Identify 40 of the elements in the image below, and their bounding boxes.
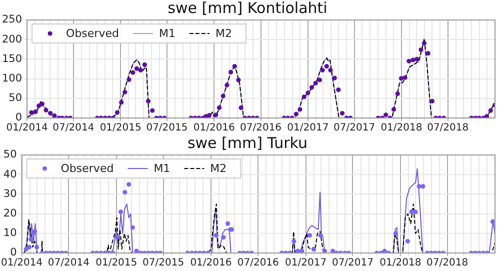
x-tick-label: 07/2016 <box>240 122 282 134</box>
x-tick-label: 01/2018 <box>380 258 422 269</box>
y-tick-label: 100 <box>2 72 22 85</box>
x-tick-label: 07/2017 <box>334 122 376 134</box>
chart-title: swe [mm] Kontiolahti <box>168 0 328 17</box>
x-tick-label: 07/2014 <box>52 122 94 134</box>
y-tick-label: 50 <box>8 92 22 104</box>
x-tick-label: 01/2015 <box>96 258 138 269</box>
x-tick-label: 01/2015 <box>100 122 142 134</box>
legend-label: Observed <box>60 162 114 175</box>
y-tick-label: 0 <box>10 246 17 259</box>
y-tick-label: 10 <box>3 227 17 240</box>
y-tick-label: 250 <box>2 14 22 26</box>
legend-label: M2 <box>215 26 232 40</box>
legend-label: Observed <box>66 26 119 40</box>
y-tick-label: 150 <box>2 52 22 65</box>
y-tick-label: 0 <box>15 112 22 124</box>
x-tick-label: 07/2014 <box>48 258 90 269</box>
x-tick-label: 01/2016 <box>193 122 235 134</box>
y-tick-label: 20 <box>3 208 17 220</box>
x-tick-label: 01/2017 <box>287 122 329 134</box>
y-tick-label: 50 <box>3 148 17 161</box>
chart-title: swe [mm] Turku <box>187 134 308 152</box>
legend-label: M1 <box>158 26 176 40</box>
x-tick-label: 01/2016 <box>190 258 232 269</box>
x-tick-label: 07/2018 <box>427 122 469 134</box>
x-tick-label: 07/2015 <box>146 122 188 134</box>
x-tick-label: 07/2016 <box>237 258 279 269</box>
x-tick-label: 07/2018 <box>426 258 468 269</box>
legend-label: M2 <box>210 162 227 175</box>
y-tick-label: 200 <box>2 33 22 46</box>
x-tick-label: 01/2014 <box>6 122 48 134</box>
x-tick-label: 01/2018 <box>380 122 422 134</box>
x-tick-label: 01/2014 <box>1 258 43 269</box>
legend-label: M1 <box>154 162 170 175</box>
x-tick-label: 01/2017 <box>285 258 327 269</box>
y-tick-label: 30 <box>3 188 17 200</box>
x-tick-label: 07/2017 <box>332 258 374 269</box>
y-tick-label: 40 <box>3 168 17 180</box>
x-tick-label: 07/2015 <box>142 258 184 269</box>
